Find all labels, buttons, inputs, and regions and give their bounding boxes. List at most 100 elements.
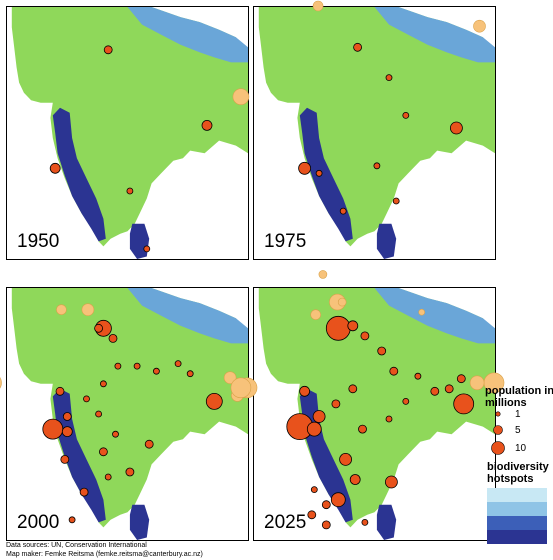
map-1975: [258, 7, 495, 259]
city-marker: [384, 475, 398, 489]
city-marker: [133, 362, 141, 370]
city-marker: [321, 520, 331, 530]
city-marker: [392, 197, 400, 205]
city-marker: [174, 360, 182, 367]
ramp-swatch-2: [487, 502, 547, 516]
city-marker: [68, 516, 76, 524]
city-marker: [310, 486, 318, 494]
map-2025: [258, 288, 495, 540]
himalaya-hotspot: [374, 7, 495, 63]
legend-dot-5: [493, 425, 503, 435]
western-ghats-hotspot: [299, 107, 353, 242]
city-marker: [360, 331, 370, 341]
city-marker: [55, 386, 65, 396]
city-marker: [349, 474, 361, 485]
city-marker: [339, 452, 352, 466]
city-marker: [99, 447, 108, 457]
city-marker: [201, 120, 213, 131]
city-marker: [306, 421, 322, 437]
city-marker: [402, 398, 410, 405]
city-marker: [361, 518, 369, 526]
city-marker: [456, 374, 466, 384]
city-marker: [83, 395, 90, 403]
city-marker: [325, 315, 351, 341]
city-marker: [321, 500, 331, 510]
city-marker: [307, 510, 317, 520]
biodiversity-color-ramp: [487, 488, 547, 544]
year-label: 1950: [17, 231, 60, 252]
legend-dot-10: [491, 441, 505, 455]
city-marker: [430, 386, 440, 396]
city-marker: [126, 187, 134, 195]
sri-lanka-hotspot: [129, 223, 150, 259]
city-marker: [298, 161, 311, 175]
city-marker: [444, 384, 454, 394]
year-label: 2000: [17, 512, 60, 533]
city-marker: [389, 366, 399, 376]
city-marker: [385, 74, 393, 81]
city-marker: [95, 410, 102, 418]
city-marker: [205, 393, 223, 410]
western-ghats-hotspot: [52, 107, 106, 242]
city-marker: [339, 207, 347, 215]
biodiversity-legend-title: biodiversity hotspots: [487, 461, 549, 485]
city-marker: [299, 385, 310, 397]
city-marker: [385, 415, 393, 423]
map-panel-2000: 2000: [6, 287, 249, 541]
city-marker: [315, 169, 323, 177]
city-marker: [358, 424, 367, 434]
legend-label-5: 5: [515, 425, 521, 436]
sri-lanka-hotspot: [376, 504, 397, 540]
city-marker: [94, 323, 103, 333]
map-panel-1975: 1975: [253, 6, 496, 260]
himalaya-hotspot: [127, 7, 248, 63]
city-marker-outside: [318, 270, 328, 279]
legend-dot-1: [495, 411, 501, 417]
city-marker: [186, 370, 194, 378]
city-marker: [114, 362, 122, 370]
city-marker: [49, 162, 61, 174]
data-sources: Data sources: UN, Conservation Internati…: [6, 542, 147, 549]
eastern-landmass: [470, 72, 495, 98]
map-panel-1950: 1950: [6, 6, 249, 260]
city-marker: [100, 380, 107, 388]
city-marker: [108, 334, 118, 343]
map-2000: [11, 288, 248, 540]
city-marker-outside: [0, 376, 2, 389]
city-marker: [152, 367, 160, 375]
city-marker: [377, 346, 387, 356]
map-maker: Map maker: Femke Reitsma (femke.reitsma@…: [6, 551, 203, 558]
city-marker: [143, 245, 151, 253]
city-marker: [348, 384, 358, 394]
city-marker: [112, 430, 119, 438]
city-marker: [61, 426, 73, 438]
city-marker: [353, 42, 362, 52]
himalaya-hotspot: [127, 288, 248, 344]
city-marker: [331, 399, 341, 409]
ramp-swatch-1: [487, 488, 547, 502]
year-label: 1975: [264, 231, 307, 252]
city-marker: [62, 412, 72, 421]
city-marker: [60, 454, 70, 464]
map-1950: [11, 7, 248, 259]
legend-label-10: 10: [515, 443, 527, 454]
city-marker: [312, 410, 326, 423]
city-marker: [103, 45, 113, 55]
city-marker: [373, 162, 381, 170]
legend-label-1: 1: [515, 409, 521, 420]
city-marker: [347, 320, 359, 332]
year-label: 2025: [264, 512, 307, 533]
western-ghats-hotspot: [52, 388, 106, 523]
ramp-swatch-4: [487, 530, 547, 544]
sri-lanka-hotspot: [129, 504, 150, 540]
population-legend-symbols: [491, 411, 505, 455]
city-marker: [144, 439, 154, 449]
population-legend-title: population in millions: [485, 385, 553, 409]
city-marker: [42, 418, 64, 440]
city-marker: [453, 393, 475, 415]
himalaya-hotspot: [374, 288, 495, 344]
ramp-swatch-3: [487, 516, 547, 530]
city-marker: [125, 467, 135, 477]
city-marker: [104, 473, 112, 481]
city-marker: [449, 121, 463, 135]
